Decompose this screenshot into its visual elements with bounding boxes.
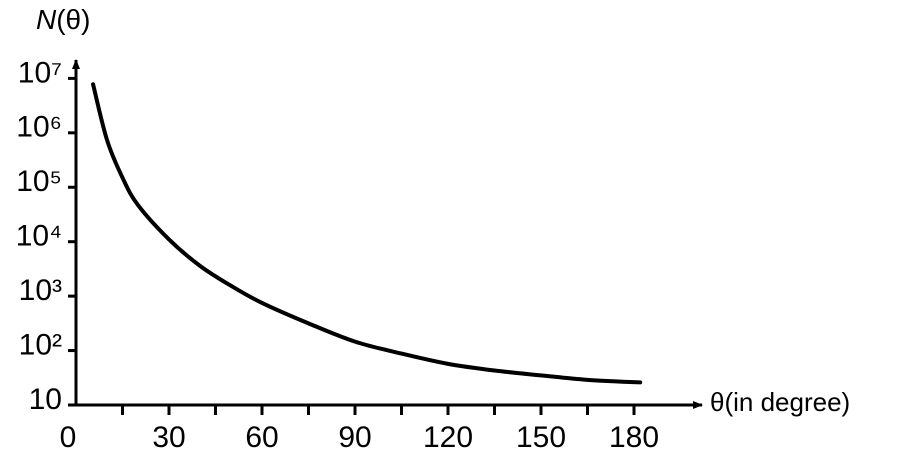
- x-tick-label: 150: [516, 421, 566, 454]
- y-tick-label: 10²: [19, 328, 62, 361]
- x-tick-label: 60: [245, 421, 278, 454]
- x-axis-label: θ(in degree): [710, 387, 850, 417]
- y-tick-label: 10⁴: [16, 220, 62, 253]
- x-tick-label: 0: [60, 421, 77, 454]
- x-tick-label: 180: [609, 421, 659, 454]
- y-tick-label: 10⁷: [18, 56, 62, 89]
- x-tick-label: 30: [152, 421, 185, 454]
- y-axis-label: N(θ): [36, 4, 90, 35]
- y-tick-label: 10: [29, 383, 62, 416]
- x-tick-label: 120: [423, 421, 473, 454]
- x-tick-label: 90: [338, 421, 371, 454]
- y-tick-label: 10⁵: [16, 165, 62, 198]
- y-tick-label: 10⁶: [16, 111, 62, 144]
- y-tick-label: 10³: [19, 274, 62, 307]
- curve: [91, 82, 643, 385]
